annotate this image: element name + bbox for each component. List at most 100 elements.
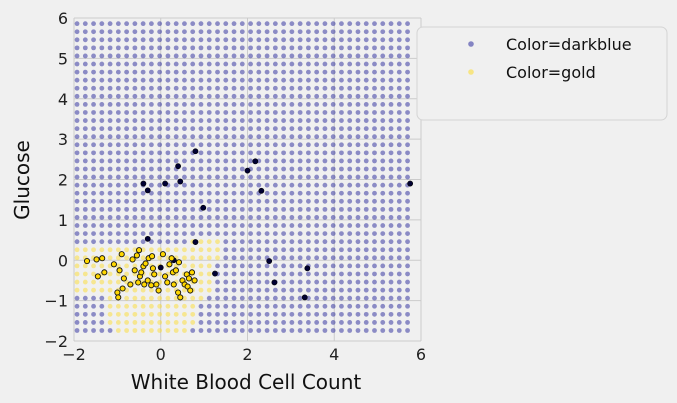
darkblue-grid-dot	[99, 29, 105, 35]
gold-grid-dot	[206, 287, 212, 293]
darkblue-grid-dot	[132, 239, 138, 245]
darkblue-grid-dot	[355, 102, 361, 107]
darkblue-grid-dot	[272, 29, 278, 35]
darkblue-grid-dot	[363, 93, 369, 99]
darkblue-grid-dot	[281, 29, 287, 35]
darkblue-grid-dot	[339, 215, 344, 220]
darkblue-grid-dot	[231, 223, 237, 228]
darkblue-grid-dot	[149, 182, 154, 188]
darkblue-grid-dot	[206, 320, 212, 325]
darkblue-grid-dot	[396, 303, 402, 309]
darkblue-grid-dot	[182, 198, 187, 204]
darkblue-grid-dot	[223, 166, 229, 172]
gold-data-point	[131, 267, 138, 274]
darkblue-grid-dot	[297, 206, 303, 212]
gold-grid-dot	[190, 255, 196, 261]
darkblue-grid-dot	[248, 174, 253, 180]
darkblue-grid-dot	[388, 37, 394, 43]
darkblue-grid-dot	[74, 166, 80, 172]
darkblue-grid-dot	[314, 320, 320, 325]
gold-grid-dot	[82, 279, 88, 285]
darkblue-grid-dot	[256, 303, 262, 309]
darkblue-grid-dot	[339, 231, 344, 237]
darkblue-grid-dot	[157, 150, 163, 156]
darkblue-grid-dot	[173, 93, 179, 99]
darkblue-grid-dot	[322, 77, 328, 83]
darkblue-grid-dot	[396, 29, 402, 35]
darkblue-grid-dot	[140, 37, 146, 43]
darkblue-grid-dot	[182, 118, 187, 123]
darkblue-grid-dot	[173, 61, 179, 67]
darkblue-grid-dot	[231, 279, 237, 285]
darkblue-grid-dot	[264, 215, 270, 220]
darkblue-grid-dot	[99, 190, 105, 196]
darkblue-grid-dot	[198, 110, 204, 115]
darkblue-grid-dot	[339, 223, 344, 228]
darkblue-grid-dot	[157, 174, 163, 180]
darkblue-grid-dot	[330, 29, 336, 35]
darkblue-grid-dot	[99, 303, 105, 309]
gold-grid-dot	[107, 279, 113, 285]
gold-grid-dot	[91, 263, 96, 269]
darkblue-grid-dot	[231, 320, 237, 325]
darkblue-grid-dot	[405, 223, 410, 228]
darkblue-grid-dot	[347, 53, 353, 59]
darkblue-grid-dot	[165, 77, 171, 83]
darkblue-grid-dot	[239, 126, 245, 132]
darkblue-grid-dot	[206, 166, 212, 172]
darkblue-grid-dot	[74, 77, 80, 83]
darkblue-grid-dot	[380, 158, 386, 164]
darkblue-grid-dot	[74, 303, 80, 309]
darkblue-grid-dot	[223, 134, 229, 140]
darkblue-grid-dot	[388, 110, 394, 115]
darkblue-grid-dot	[157, 69, 163, 75]
darkblue-grid-dot	[355, 45, 361, 51]
darkblue-grid-dot	[264, 142, 270, 148]
darkblue-grid-dot	[91, 223, 96, 228]
darkblue-grid-dot	[99, 239, 105, 245]
darkblue-grid-dot	[91, 21, 96, 27]
darkblue-grid-dot	[396, 311, 402, 317]
darkblue-grid-dot	[405, 102, 410, 107]
darkblue-grid-dot	[405, 255, 410, 261]
darkblue-grid-dot	[388, 271, 394, 277]
darkblue-grid-dot	[272, 61, 278, 67]
darkblue-grid-dot	[355, 190, 361, 196]
darkblue-grid-dot	[347, 295, 353, 301]
darkblue-grid-dot	[372, 303, 377, 309]
darkblue-grid-dot	[215, 174, 220, 180]
darkblue-grid-dot	[256, 53, 262, 59]
darkblue-grid-dot	[149, 231, 154, 237]
darkblue-grid-dot	[363, 223, 369, 228]
darkblue-grid-dot	[149, 77, 154, 83]
darkblue-grid-dot	[347, 263, 353, 269]
darkblue-grid-dot	[215, 126, 220, 132]
gold-grid-dot	[149, 328, 154, 333]
darkblue-grid-dot	[140, 53, 146, 59]
darkblue-grid-dot	[388, 239, 394, 245]
darkblue-grid-dot	[281, 223, 287, 228]
darkblue-grid-dot	[140, 69, 146, 75]
darkblue-grid-dot	[297, 328, 303, 333]
darkblue-grid-dot	[372, 182, 377, 188]
darkblue-grid-dot	[239, 263, 245, 269]
darkblue-grid-dot	[297, 134, 303, 140]
gold-data-point	[115, 294, 122, 301]
darkblue-data-point	[140, 180, 147, 187]
darkblue-grid-dot	[256, 255, 262, 261]
darkblue-grid-dot	[248, 271, 253, 277]
darkblue-grid-dot	[330, 328, 336, 333]
darkblue-grid-dot	[306, 287, 311, 293]
darkblue-grid-dot	[322, 198, 328, 204]
gold-data-point	[129, 256, 136, 263]
darkblue-grid-dot	[165, 223, 171, 228]
darkblue-grid-dot	[115, 215, 121, 220]
x-tick-label: 4	[329, 345, 339, 364]
darkblue-grid-dot	[306, 118, 311, 123]
darkblue-grid-dot	[372, 37, 377, 43]
darkblue-grid-dot	[149, 69, 154, 75]
darkblue-grid-dot	[264, 69, 270, 75]
darkblue-grid-dot	[99, 118, 105, 123]
darkblue-grid-dot	[182, 190, 187, 196]
darkblue-grid-dot	[99, 37, 105, 43]
